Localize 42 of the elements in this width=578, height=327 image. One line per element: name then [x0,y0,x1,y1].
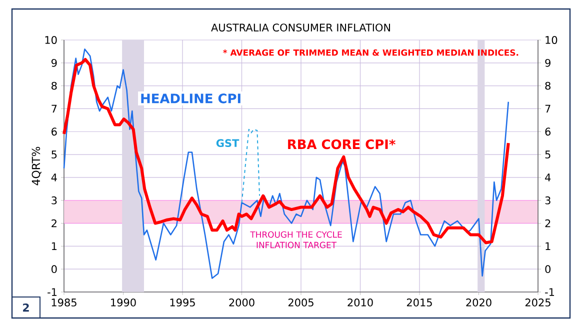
chart-title: AUSTRALIA CONSUMER INFLATION [211,24,390,32]
y2-tick-label: 2 [545,219,550,228]
y-tick-label: 1 [52,242,57,250]
line-series [241,128,260,204]
y2-tick-label: 6 [545,128,551,136]
y2-tick-label: 9 [545,58,550,67]
y-axis-title: 4QRT% [32,146,42,186]
y2-tick-label: 7 [545,104,550,113]
x-tick-label: 2005 [288,298,314,306]
y-tick-label: 5 [52,150,57,158]
x-tick-label: 1990 [111,298,136,306]
y2-tick-label: 0 [545,265,550,274]
y2-tick-label: 10 [546,36,558,44]
series-label: HEADLINE CPI [141,94,240,104]
y-tick-label: 3 [52,196,57,204]
x-tick-label: 1985 [52,298,76,306]
y-tick-label: 10 [45,36,57,44]
y-tick-label: 2 [52,219,56,228]
text: 2 [23,303,29,312]
y2-tick-label: 3 [545,196,550,204]
series-label: RBA CORE CPI* [288,139,396,150]
y2-tick-label: 1 [546,242,550,250]
x-tick-label: 2020 [466,298,492,306]
band-label: THROUGH THE CYCLE INFLATION TARGET [250,231,342,248]
y-tick-label: 8 [52,82,57,90]
annotation: * AVERAGE OF TRIMMED MEAN & WEIGHTED MEDIAN INDICES. [223,49,518,56]
y2-tick-label: 4 [545,174,551,182]
y-tick-label: 4 [51,174,57,182]
x-tick-label: 2015 [406,298,432,306]
x-tick-label: 2000 [229,298,254,306]
y-tick-label: -1 [48,288,57,296]
y2-tick-label: 5 [545,150,550,158]
y-tick-label: 7 [52,104,57,113]
x-tick-label: 2010 [348,298,373,306]
y-tick-label: 0 [52,265,57,274]
y2-tick-label: -1 [545,288,554,296]
x-tick-label: 2025 [525,298,550,306]
x-tick-label: 1995 [170,298,195,306]
y2-tick-label: 8 [545,82,550,90]
y-tick-label: 9 [51,58,57,67]
series-label: GST [216,139,240,148]
y-tick-label: 6 [52,128,57,136]
